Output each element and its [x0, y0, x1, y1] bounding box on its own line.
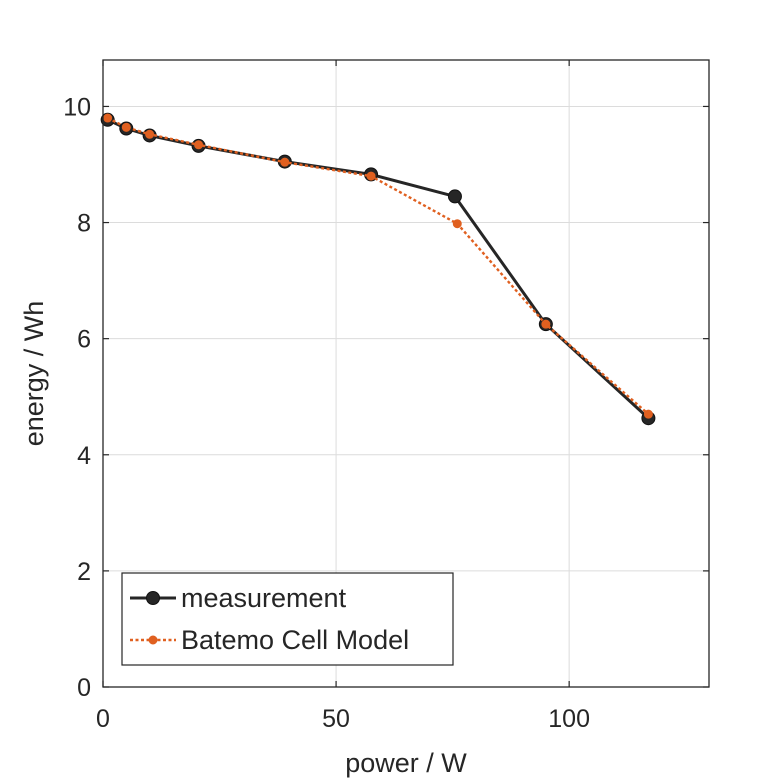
legend-label-batemo-cell-model: Batemo Cell Model: [181, 625, 409, 655]
data-point-batemo-cell-model: [280, 157, 290, 167]
data-point-batemo-cell-model: [103, 113, 113, 123]
legend: measurement Batemo Cell Model: [121, 572, 454, 666]
data-point-batemo-cell-model: [366, 171, 376, 181]
x-tick-label: 0: [96, 705, 110, 733]
plot-frame: [102, 59, 710, 688]
series-layer: [100, 112, 656, 426]
data-point-measurement: [447, 189, 462, 204]
y-tick-label: 8: [77, 210, 91, 238]
y-tick-label: 2: [77, 558, 91, 586]
legend-marker-batemo-cell-model: [148, 635, 158, 645]
data-point-batemo-cell-model: [121, 122, 131, 132]
x-axis-label: power / W: [345, 748, 467, 778]
data-point-batemo-cell-model: [452, 219, 462, 229]
y-axis-label: energy / Wh: [19, 301, 49, 447]
data-point-batemo-cell-model: [541, 319, 551, 329]
legend-marker-measurement: [146, 591, 160, 605]
x-tick-label: 50: [322, 705, 350, 733]
data-point-batemo-cell-model: [643, 409, 653, 419]
data-point-batemo-cell-model: [194, 140, 204, 150]
data-point-batemo-cell-model: [145, 129, 155, 139]
tick-layer: 0 50 100 0 2 4 6 8 10: [63, 60, 709, 733]
y-tick-label: 10: [63, 93, 91, 121]
y-tick-label: 6: [77, 326, 91, 354]
y-tick-label: 0: [77, 674, 91, 702]
legend-box: [121, 572, 454, 666]
y-tick-label: 4: [77, 442, 91, 470]
legend-label-measurement: measurement: [181, 583, 347, 613]
x-tick-label: 100: [548, 705, 590, 733]
